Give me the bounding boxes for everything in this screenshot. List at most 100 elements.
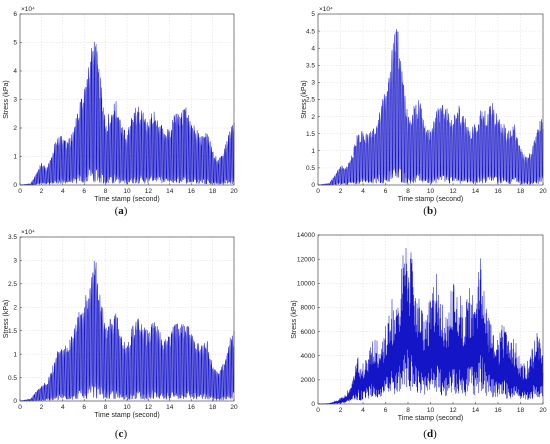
y-tick-label: 0.5 bbox=[8, 375, 17, 382]
y-tick-label: 4 bbox=[13, 68, 17, 75]
y-tick-label: 0 bbox=[311, 182, 315, 189]
x-tick-label: 18 bbox=[517, 407, 525, 414]
y-tick-label: 1 bbox=[311, 148, 315, 155]
panel-caption: (a) bbox=[115, 205, 128, 217]
x-tick-label: 6 bbox=[384, 407, 388, 414]
y-tick-label: 4 bbox=[311, 45, 315, 52]
x-tick-label: 16 bbox=[188, 404, 196, 411]
x-tick-label: 10 bbox=[427, 188, 435, 195]
series-line-b bbox=[317, 28, 544, 186]
x-tick-label: 6 bbox=[82, 404, 86, 411]
x-tick-label: 4 bbox=[361, 407, 365, 414]
y-tick-label: 1 bbox=[13, 154, 17, 161]
y-tick-label: 14000 bbox=[297, 232, 315, 239]
y-tick-label: 5 bbox=[311, 11, 315, 18]
y-tick-label: 3.5 bbox=[306, 63, 315, 70]
x-tick-label: 2 bbox=[40, 404, 44, 411]
x-tick-label: 20 bbox=[539, 188, 547, 195]
y-tick-label: 3 bbox=[311, 80, 315, 87]
x-tick-label: 4 bbox=[361, 188, 365, 195]
x-axis-label: Time stamp (second) bbox=[398, 196, 463, 203]
x-tick-label: 14 bbox=[472, 188, 480, 195]
panel-caption: (b) bbox=[423, 205, 437, 217]
x-tick-label: 4 bbox=[61, 188, 65, 195]
x-tick-label: 18 bbox=[209, 188, 217, 195]
y-axis-multiplier: ×10⁴ bbox=[319, 6, 333, 13]
x-tick-label: 0 bbox=[18, 404, 22, 411]
x-tick-label: 16 bbox=[494, 188, 502, 195]
y-tick-label: 10000 bbox=[297, 280, 315, 287]
x-tick-label: 4 bbox=[61, 404, 65, 411]
y-tick-label: 8000 bbox=[301, 305, 316, 312]
y-tick-label: 3 bbox=[13, 97, 17, 104]
x-tick-label: 14 bbox=[166, 188, 174, 195]
y-tick-label: 6000 bbox=[301, 329, 316, 336]
x-tick-label: 8 bbox=[406, 188, 410, 195]
y-tick-label: 1 bbox=[13, 351, 17, 358]
y-tick-label: 0.5 bbox=[306, 165, 315, 172]
x-tick-label: 16 bbox=[188, 188, 196, 195]
x-tick-label: 20 bbox=[230, 404, 238, 411]
y-tick-label: 5 bbox=[13, 40, 17, 47]
chart-panel-d: 0 2 4 6 8 10 12 14 16 18 20 0 2000 4000 6000 8000 10000 1… bbox=[291, 232, 547, 440]
y-tick-label: 4000 bbox=[301, 353, 316, 360]
x-tick-label: 10 bbox=[123, 404, 131, 411]
x-tick-label: 8 bbox=[104, 188, 108, 195]
panel-caption: (d) bbox=[423, 428, 437, 440]
x-tick-label: 8 bbox=[104, 404, 108, 411]
x-axis-label: Time stamp (second) bbox=[94, 412, 159, 419]
y-tick-label: 12000 bbox=[297, 256, 315, 263]
x-tick-label: 8 bbox=[406, 407, 410, 414]
y-tick-label: 4.5 bbox=[306, 28, 315, 35]
y-tick-label: 2 bbox=[13, 304, 17, 311]
x-tick-label: 6 bbox=[384, 188, 388, 195]
x-tick-label: 12 bbox=[449, 407, 457, 414]
x-tick-label: 2 bbox=[339, 188, 343, 195]
y-tick-label: 0 bbox=[311, 401, 315, 408]
y-axis-label: Stress (kPa) bbox=[291, 300, 298, 339]
y-tick-label: 3 bbox=[13, 258, 17, 265]
chart-panel-b: 0 2 4 6 8 10 12 14 16 18 20 0 0.5 1 1.5 2 2.5 3 3.5 4 4.5 5 ×1… bbox=[301, 6, 547, 217]
x-tick-label: 18 bbox=[209, 404, 217, 411]
x-tick-label: 12 bbox=[145, 404, 153, 411]
y-tick-label: 2.5 bbox=[8, 281, 17, 288]
x-axis-label: Time stamp (second) bbox=[94, 196, 159, 203]
x-tick-label: 14 bbox=[166, 404, 174, 411]
y-tick-label: 2.5 bbox=[306, 97, 315, 104]
x-tick-label: 0 bbox=[316, 188, 320, 195]
x-tick-label: 20 bbox=[539, 407, 547, 414]
panel-caption: (c) bbox=[115, 428, 128, 440]
y-axis-label: Stress (kPa) bbox=[3, 300, 10, 339]
y-axis-multiplier: ×10⁴ bbox=[21, 6, 35, 13]
y-tick-label: 2 bbox=[13, 125, 17, 132]
x-tick-label: 20 bbox=[230, 188, 238, 195]
x-tick-label: 6 bbox=[82, 188, 86, 195]
series-line-a bbox=[19, 41, 235, 186]
y-axis-label: Stress (kPa) bbox=[301, 80, 308, 119]
x-tick-label: 14 bbox=[472, 407, 480, 414]
series-line-d bbox=[317, 247, 544, 405]
y-tick-label: 1.5 bbox=[306, 131, 315, 138]
y-axis-multiplier: ×10⁴ bbox=[21, 229, 35, 236]
x-tick-label: 0 bbox=[18, 188, 22, 195]
y-tick-label: 0 bbox=[13, 182, 17, 189]
y-axis-label: Stress (kPa) bbox=[3, 80, 10, 119]
chart-panel-c: 0 2 4 6 8 10 12 14 16 18 20 0 0.5 1 1.5 2 2.5 3 3.5 ×10⁴ Tim… bbox=[3, 229, 238, 440]
x-axis-label: Time stamp (second) bbox=[398, 415, 463, 422]
x-tick-label: 2 bbox=[40, 188, 44, 195]
x-tick-label: 18 bbox=[517, 188, 525, 195]
series-line-c bbox=[19, 260, 235, 402]
x-tick-label: 12 bbox=[449, 188, 457, 195]
x-tick-label: 10 bbox=[427, 407, 435, 414]
x-tick-label: 10 bbox=[123, 188, 131, 195]
x-tick-label: 2 bbox=[339, 407, 343, 414]
y-tick-label: 2000 bbox=[301, 377, 316, 384]
x-tick-label: 12 bbox=[145, 188, 153, 195]
x-tick-label: 0 bbox=[316, 407, 320, 414]
y-tick-label: 0 bbox=[13, 398, 17, 405]
y-tick-label: 3.5 bbox=[8, 234, 17, 241]
x-tick-label: 16 bbox=[494, 407, 502, 414]
y-tick-label: 2 bbox=[311, 114, 315, 121]
